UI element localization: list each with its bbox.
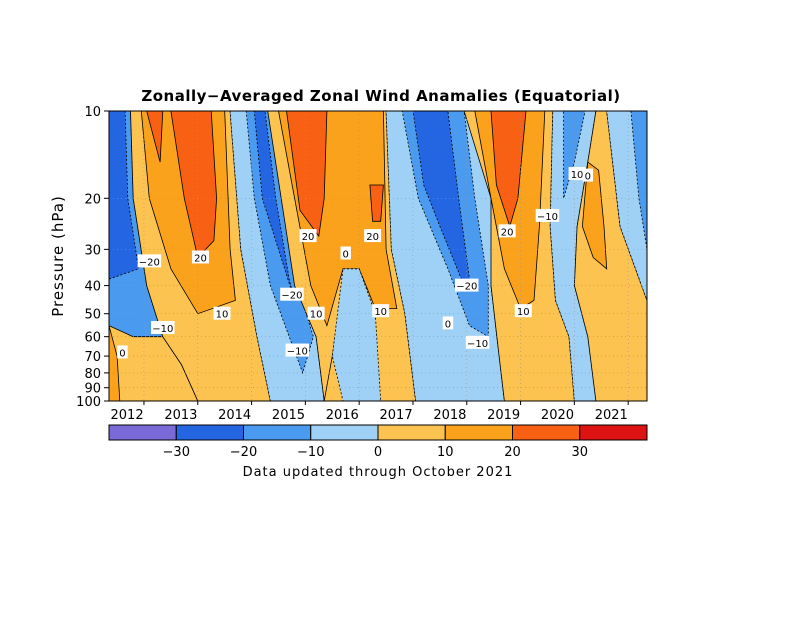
contour-label-bg-13 bbox=[442, 316, 454, 330]
colorbar-label-4: 10 bbox=[437, 445, 454, 460]
y-axis-label: Pressure (hPa) bbox=[49, 195, 67, 317]
colorbar-swatch-4 bbox=[377, 424, 446, 441]
plot-frame bbox=[108, 110, 648, 402]
contour-band-15 bbox=[331, 268, 382, 401]
contour-band-10 bbox=[253, 111, 295, 301]
x-tick-label-8: 2020 bbox=[541, 408, 574, 423]
y-tick-label-0: 10 bbox=[84, 105, 101, 120]
contour-label-5: −20 bbox=[281, 291, 302, 302]
contour-label-12: −20 bbox=[456, 282, 477, 293]
colorbar-swatch-1 bbox=[175, 424, 244, 441]
contour-label-bg-9 bbox=[340, 246, 351, 260]
y-tick-label-9: 100 bbox=[76, 395, 101, 410]
contour-label-bg-15 bbox=[498, 224, 516, 238]
y-tick-label-8: 90 bbox=[84, 382, 101, 397]
contour-band-1 bbox=[109, 111, 140, 280]
contour-label-bg-8 bbox=[307, 306, 325, 320]
x-tick-label-1: 2013 bbox=[164, 408, 197, 423]
x-tick-label-0: 2012 bbox=[111, 408, 144, 423]
contour-band-3 bbox=[109, 325, 121, 401]
y-tick-label-7: 80 bbox=[84, 367, 101, 382]
contour-labels: −20 20−10100−20−10201002010−200−102010−10… bbox=[117, 167, 594, 359]
x-tick-label-7: 2019 bbox=[487, 408, 520, 423]
contour-label-0: −20 bbox=[139, 257, 160, 268]
colorbar-swatch-2 bbox=[243, 424, 312, 441]
contour-label-bg-3 bbox=[213, 306, 231, 320]
plot-area bbox=[109, 111, 647, 401]
colorbar-swatch-3 bbox=[310, 424, 379, 441]
contour-band-14 bbox=[369, 184, 384, 222]
colorbar-label-3: 0 bbox=[374, 445, 382, 460]
x-tick-label-5: 2017 bbox=[380, 408, 413, 423]
contour-label-bg-16 bbox=[514, 304, 532, 318]
contour-label-bg-12 bbox=[455, 278, 479, 292]
contour-band-13 bbox=[286, 111, 328, 238]
contour-label-bg-10 bbox=[364, 229, 382, 243]
contour-label-2: −10 bbox=[152, 324, 173, 335]
contour-label-bg-2 bbox=[151, 320, 175, 334]
contour-label-bg-18 bbox=[568, 167, 586, 181]
x-tick-label-3: 2015 bbox=[272, 408, 305, 423]
contour-label-16: 10 bbox=[517, 307, 530, 318]
contour-label-3: 10 bbox=[216, 310, 229, 321]
contour-label-17: −10 bbox=[537, 212, 558, 223]
y-tick-label-2: 30 bbox=[84, 243, 101, 258]
colorbar-label-2: −10 bbox=[297, 445, 324, 460]
colorbar-label-5: 20 bbox=[504, 445, 521, 460]
contour-label-bg-19 bbox=[582, 168, 594, 182]
colorbar-label-0: −30 bbox=[163, 445, 190, 460]
contour-label-7: 20 bbox=[302, 232, 315, 243]
x-axis: 2012 2013 2014 2015 2016 2017 2018 2019 2020 2021 bbox=[111, 401, 629, 423]
colorbar-swatch-5 bbox=[444, 424, 513, 441]
contour-band-6 bbox=[146, 111, 164, 163]
contour-label-bg-5 bbox=[280, 287, 304, 301]
contour-band-25 bbox=[581, 161, 608, 270]
x-tick-label-9: 2021 bbox=[595, 408, 628, 423]
contour-label-1: 20 bbox=[194, 253, 207, 264]
contour-label-13: 0 bbox=[445, 319, 451, 330]
contour-label-bg-7 bbox=[299, 229, 317, 243]
contour-label-6: −10 bbox=[287, 347, 308, 358]
chart-title: Zonally−Averaged Zonal Wind Anamalies (E… bbox=[141, 87, 620, 105]
contour-band-7 bbox=[170, 111, 218, 259]
colorbar-swatch-6 bbox=[512, 424, 581, 441]
colorbar-label-1: −20 bbox=[230, 445, 257, 460]
colorbar-label-6: 30 bbox=[571, 445, 588, 460]
colorbar-swatch-7 bbox=[579, 424, 648, 441]
contour-label-bg-14 bbox=[465, 335, 490, 349]
y-tick-label-5: 60 bbox=[84, 331, 101, 346]
footer-note: Data updated through October 2021 bbox=[243, 465, 514, 480]
contour-label-bg-6 bbox=[285, 343, 310, 357]
colorbar-swatch-0 bbox=[108, 424, 177, 441]
contour-label-bg-17 bbox=[535, 208, 560, 222]
x-tick-label-2: 2014 bbox=[218, 408, 251, 423]
y-tick-label-3: 40 bbox=[84, 280, 101, 295]
y-tick-label-6: 70 bbox=[84, 350, 101, 365]
contour-label-9: 0 bbox=[343, 249, 349, 260]
y-tick-label-1: 20 bbox=[84, 192, 101, 207]
contour-label-18: 10 bbox=[571, 170, 584, 181]
contour-label-bg-0 bbox=[137, 254, 162, 268]
contour-label-bg-11 bbox=[372, 304, 390, 318]
contour-band-27 bbox=[630, 111, 647, 250]
contour-label-bg-1 bbox=[191, 250, 209, 264]
y-tick-label-4: 50 bbox=[84, 308, 101, 323]
grid-lines bbox=[109, 111, 647, 401]
contour-band-21 bbox=[490, 111, 527, 228]
x-tick-label-6: 2018 bbox=[433, 408, 466, 423]
contour-label-bg-4 bbox=[117, 345, 128, 359]
contour-label-15: 20 bbox=[501, 227, 514, 238]
contour-label-11: 10 bbox=[374, 307, 387, 318]
colorbar: −30 −20 −10 0 10 20 30 bbox=[108, 424, 648, 460]
contour-label-19: 0 bbox=[585, 172, 591, 183]
contour-label-14: −10 bbox=[467, 339, 488, 350]
x-tick-label-4: 2016 bbox=[326, 408, 359, 423]
contour-label-10: 20 bbox=[366, 232, 379, 243]
contour-label-4: 0 bbox=[119, 348, 125, 359]
contour-label-8: 10 bbox=[310, 310, 323, 321]
